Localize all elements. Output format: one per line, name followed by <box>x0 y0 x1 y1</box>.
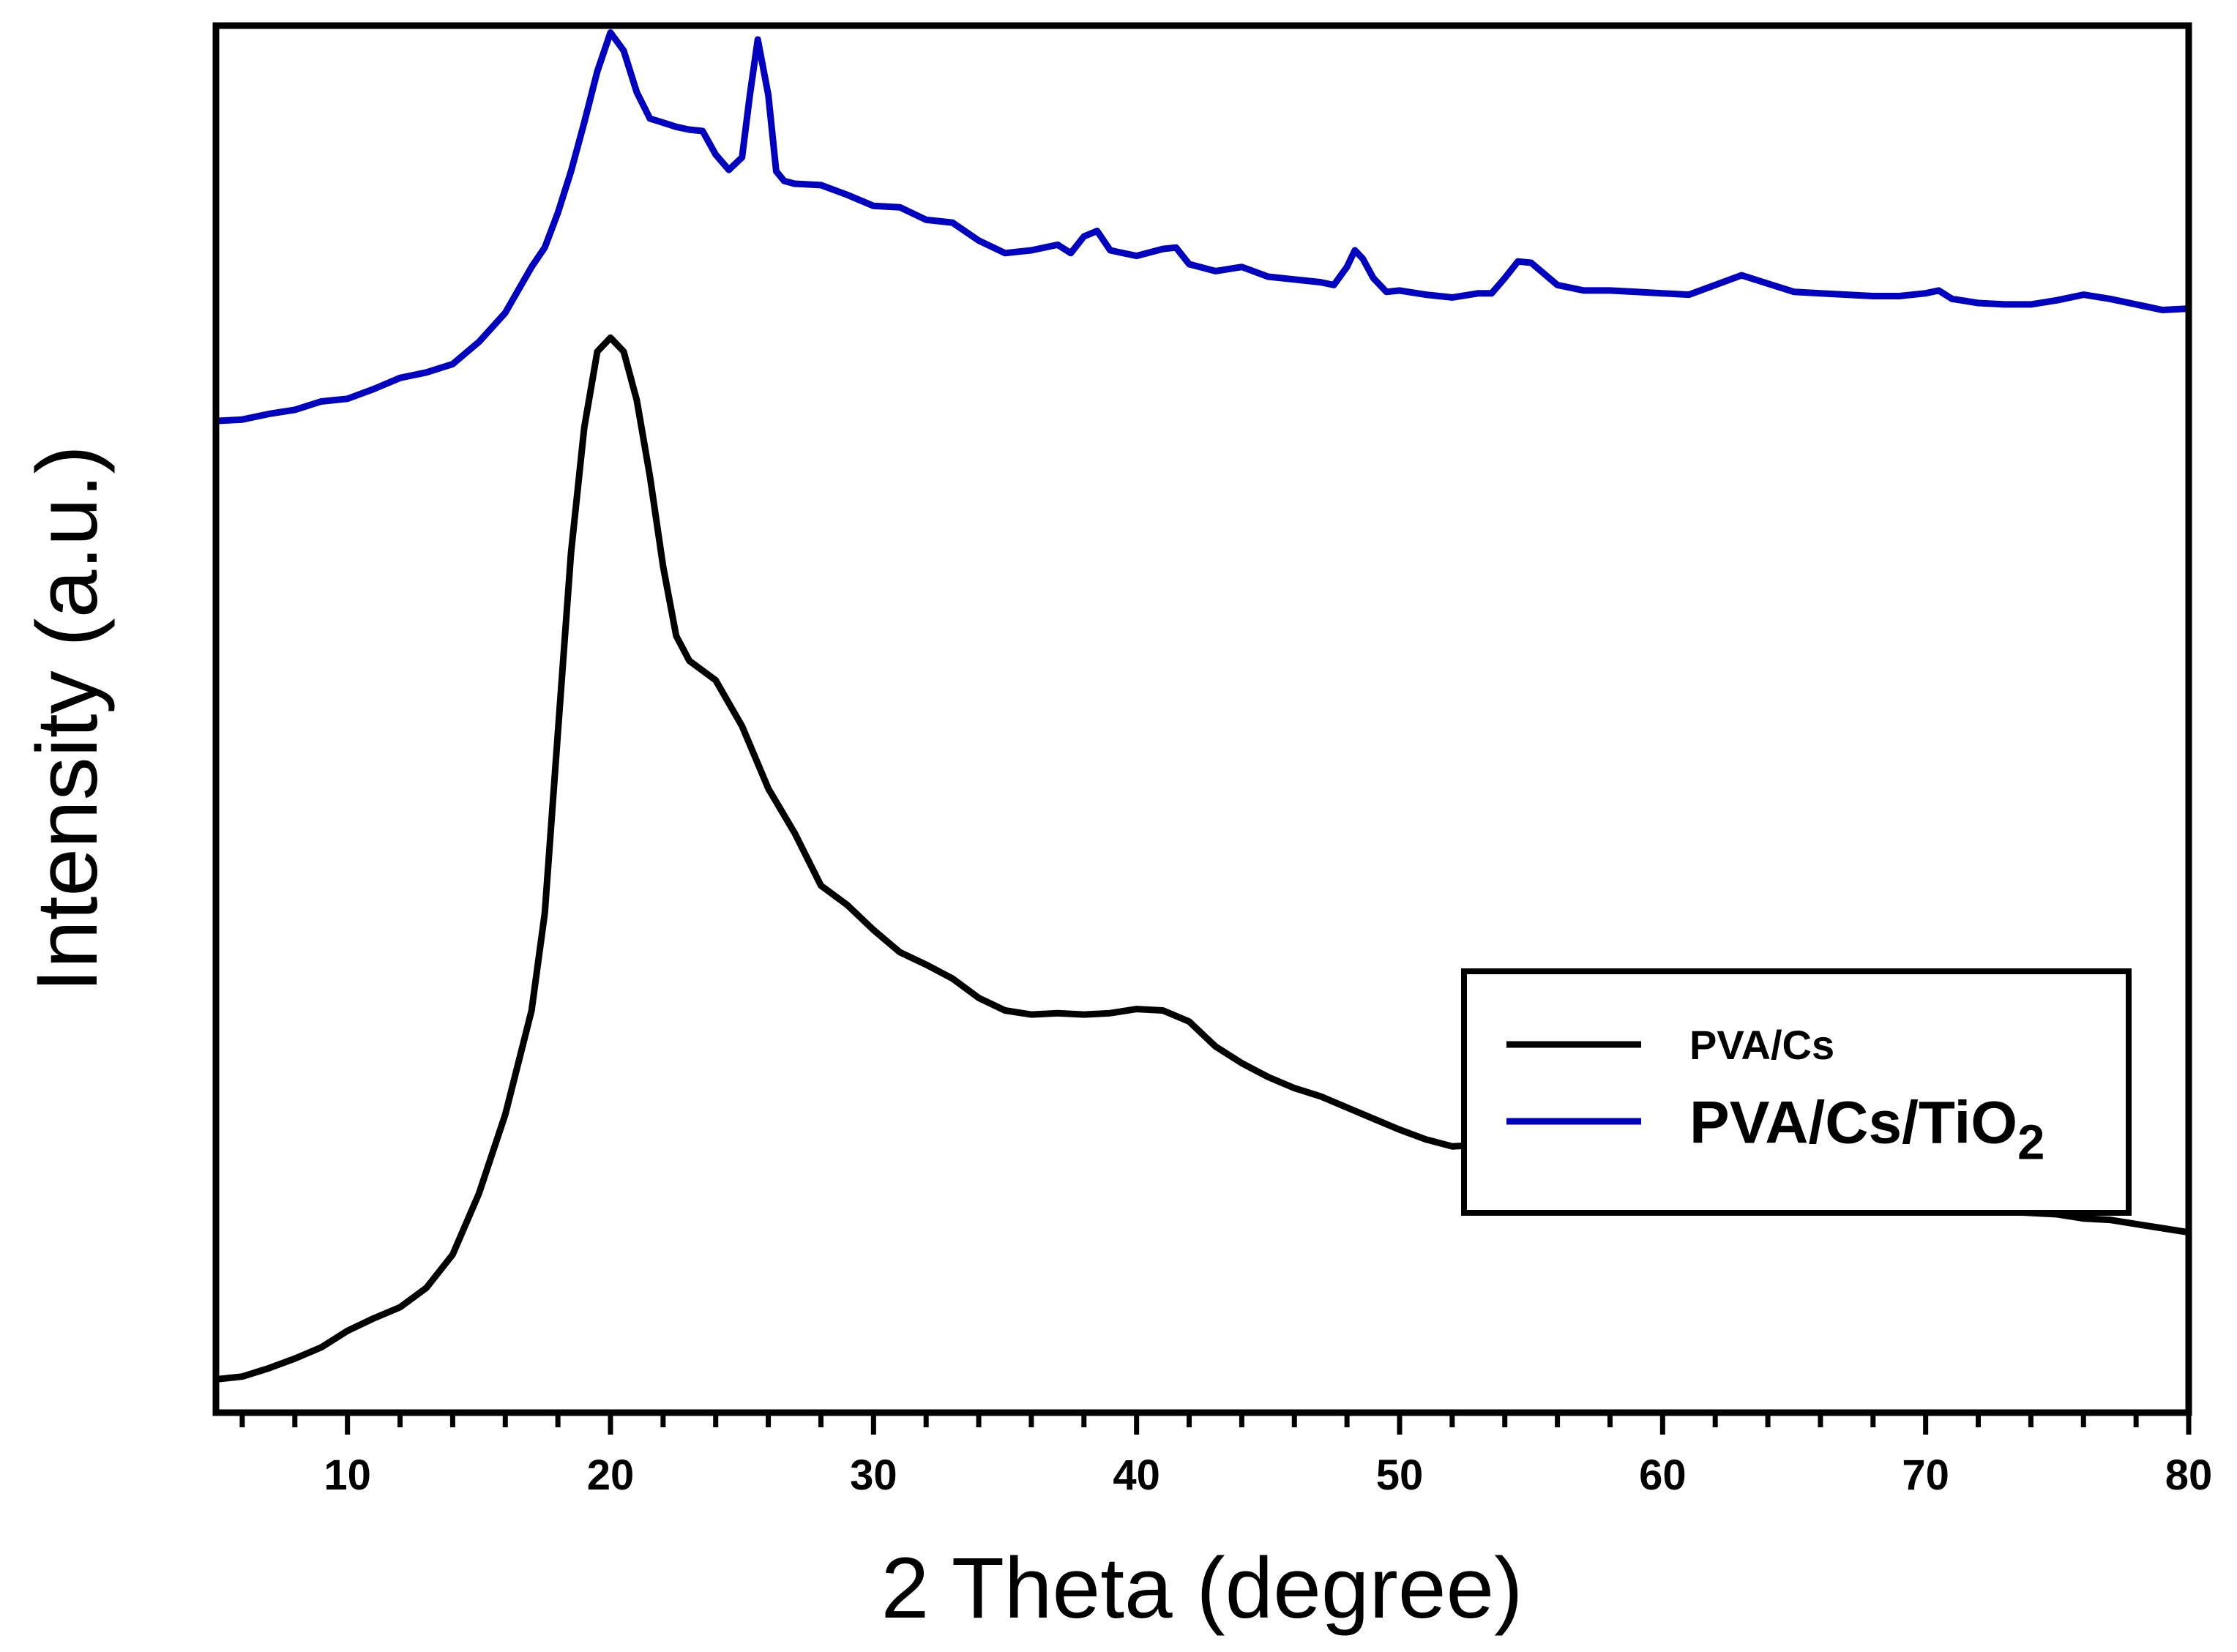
legend: PVA/Cs PVA/Cs/TiO2 <box>1461 968 2132 1216</box>
x-tick-label: 80 <box>2165 1451 2213 1499</box>
x-tick-label: 50 <box>1376 1451 1424 1499</box>
plot-frame <box>212 22 2192 1416</box>
x-axis-ticks: 10 20 30 40 50 60 70 80 <box>239 1413 2213 1499</box>
legend-items: PVA/Cs PVA/Cs/TiO2 <box>1506 1022 2044 1170</box>
legend-box <box>1461 968 2132 1216</box>
x-tick-label: 20 <box>587 1451 635 1499</box>
x-axis-title: 2 Theta (degree) <box>881 1540 1523 1637</box>
legend-label-2: PVA/Cs/TiO2 <box>1689 1090 2044 1170</box>
x-tick-label: 40 <box>1113 1451 1160 1499</box>
series-line-2 <box>212 29 2192 425</box>
x-tick-label: 60 <box>1639 1451 1687 1499</box>
legend-label-1: PVA/Cs <box>1689 1022 1834 1068</box>
y-axis-title: Intensity (a.u.) <box>19 445 116 993</box>
x-tick-label: 10 <box>324 1451 371 1499</box>
x-tick-label: 30 <box>850 1451 897 1499</box>
x-tick-label: 70 <box>1902 1451 1949 1499</box>
